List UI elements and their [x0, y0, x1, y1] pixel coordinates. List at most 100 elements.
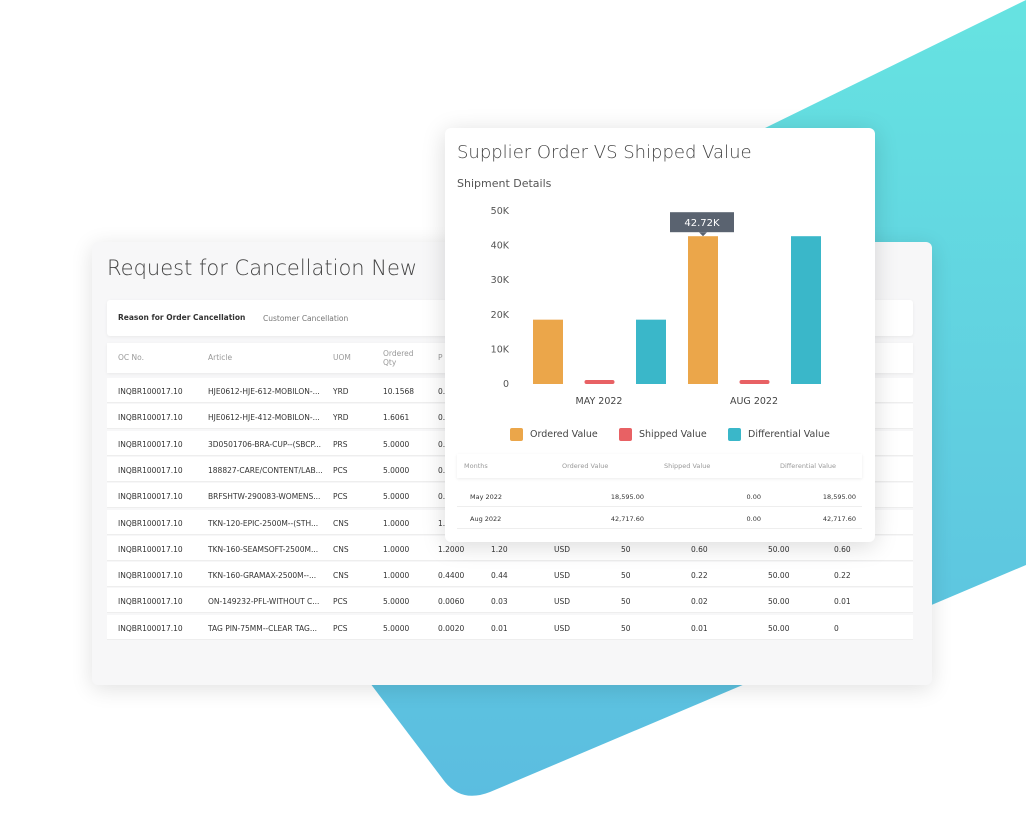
table-cell: INQBR100017.10 [118, 492, 183, 502]
chart-title: Supplier Order VS Shipped Value [457, 142, 752, 163]
bar[interactable] [584, 380, 615, 384]
table-row[interactable]: INQBR100017.10 TAG PIN-75MM--CLEAR TAG...… [107, 614, 913, 640]
table-cell: 5.0000 [383, 439, 410, 449]
table-cell: 0 [834, 623, 839, 633]
table-cell: 3D0501706-BRA-CUP--(SBCP... [208, 439, 322, 449]
legend-item[interactable]: Shipped Value [619, 428, 707, 441]
summary-table: Months Ordered Value Shipped Value Differen… [457, 454, 862, 529]
legend-label: Ordered Value [530, 429, 598, 440]
legend-item[interactable]: Differential Value [728, 428, 830, 441]
summary-cell: 0.00 [746, 515, 761, 523]
table-cell: 5.0000 [383, 597, 410, 607]
table-cell: YRD [333, 387, 349, 396]
table-cell: PCS [333, 492, 348, 502]
table-cell: INQBR100017.10 [118, 413, 183, 423]
table-row[interactable]: INQBR100017.10 ON-149232-PFL-WITHOUT C...… [107, 588, 913, 614]
table-row[interactable]: INQBR100017.10 TKN-160-GRAMAX-2500M--... C… [107, 562, 913, 588]
table-cell: PCS [333, 465, 348, 475]
table-cell: 0.02 [691, 597, 708, 607]
table-cell: TAG PIN-75MM--CLEAR TAG... [208, 623, 317, 633]
table-cell: 0.60 [691, 544, 708, 554]
bar[interactable] [636, 319, 666, 384]
table-cell: 0.22 [834, 571, 851, 581]
table-cell: 0.22 [691, 571, 708, 581]
bar-chart: 0 10K 20K 30K 40K 50K MAY 2022 AUG 2022 42.72K [491, 206, 821, 407]
table-cell: 50 [621, 544, 631, 554]
column-header[interactable]: Ordered Qty [383, 349, 414, 367]
table-cell: 1. [438, 518, 446, 528]
legend-swatch-icon [728, 428, 741, 441]
y-tick-label: 40K [491, 241, 510, 252]
table-cell: 0. [438, 492, 446, 502]
table-cell: HJE0612-HJE-612-MOBILON-... [208, 387, 320, 396]
table-cell: PCS [333, 597, 348, 607]
y-tick-label: 30K [491, 275, 510, 286]
table-cell: PRS [333, 439, 348, 449]
table-cell: 0.0060 [438, 597, 465, 607]
table-cell: 5.0000 [383, 465, 410, 475]
table-cell: TKN-160-GRAMAX-2500M--... [208, 571, 317, 581]
summary-column-header: Months [464, 462, 488, 470]
table-cell: USD [554, 623, 571, 633]
summary-cell: 42,717.60 [822, 515, 856, 523]
summary-column-header: Ordered Value [562, 462, 609, 470]
table-cell: CNS [333, 571, 349, 581]
column-header[interactable]: Article [208, 353, 233, 362]
reason-value[interactable]: Customer Cancellation [263, 314, 349, 323]
table-cell: 0.44 [491, 571, 508, 581]
table-cell: USD [554, 571, 571, 581]
table-cell: INQBR100017.10 [118, 544, 183, 554]
tooltip-arrow [699, 232, 707, 237]
column-header[interactable]: OC No. [118, 353, 144, 362]
table-cell: 0.4400 [438, 571, 465, 581]
x-tick-label: MAY 2022 [576, 396, 623, 407]
table-cell: 10.1568 [383, 387, 415, 396]
table-cell: ON-149232-PFL-WITHOUT C... [208, 597, 320, 607]
reason-label: Reason for Order Cancellation [118, 313, 246, 322]
table-cell: 5.0000 [383, 492, 410, 502]
table-cell: INQBR100017.10 [118, 623, 183, 633]
column-header[interactable]: P [438, 353, 443, 362]
table-cell: 1.0000 [383, 518, 410, 528]
bar[interactable] [688, 236, 718, 384]
table-cell: 1.0000 [383, 571, 410, 581]
table-cell: 0. [438, 387, 446, 396]
table-cell: 0. [438, 413, 446, 423]
table-cell: 0. [438, 439, 446, 449]
table-cell: 50 [621, 597, 631, 607]
summary-header: Months Ordered Value Shipped Value Differen… [457, 454, 862, 478]
legend-swatch-icon [619, 428, 632, 441]
table-cell: 50 [621, 623, 631, 633]
table-cell: INQBR100017.10 [118, 387, 183, 396]
legend-swatch-icon [510, 428, 523, 441]
table-cell: 1.20 [491, 544, 508, 554]
table-cell: TKN-160-SEAMSOFT-2500M... [208, 544, 319, 554]
table-cell: INQBR100017.10 [118, 597, 183, 607]
summary-row: May 2022 18,595.00 0.00 18,595.00 [457, 485, 862, 507]
table-cell: CNS [333, 544, 349, 554]
table-cell: 0.03 [491, 597, 508, 607]
summary-cell: May 2022 [470, 493, 503, 501]
table-cell: 50.00 [768, 544, 790, 554]
chart-subtitle: Shipment Details [457, 177, 552, 190]
table-cell: INQBR100017.10 [118, 465, 183, 475]
table-cell: 0. [438, 465, 446, 475]
bar[interactable] [791, 236, 821, 384]
table-cell: YRD [333, 413, 349, 423]
table-cell: 1.0000 [383, 544, 410, 554]
table-cell: 0.60 [834, 544, 851, 554]
table-cell: 50 [621, 571, 631, 581]
table-cell: 0.01 [691, 623, 708, 633]
table-cell: PCS [333, 623, 348, 633]
bar[interactable] [739, 380, 770, 384]
table-cell: 5.0000 [383, 623, 410, 633]
page-title: Request for Cancellation New [107, 256, 418, 280]
column-header[interactable]: UOM [333, 353, 351, 362]
bar[interactable] [533, 319, 563, 384]
legend-label: Differential Value [748, 429, 830, 440]
table-cell: USD [554, 597, 571, 607]
summary-row: Aug 2022 42,717.60 0.00 42,717.60 [457, 507, 862, 529]
summary-cell: 42,717.60 [610, 515, 644, 523]
legend-item[interactable]: Ordered Value [510, 428, 598, 441]
table-cell: INQBR100017.10 [118, 518, 183, 528]
